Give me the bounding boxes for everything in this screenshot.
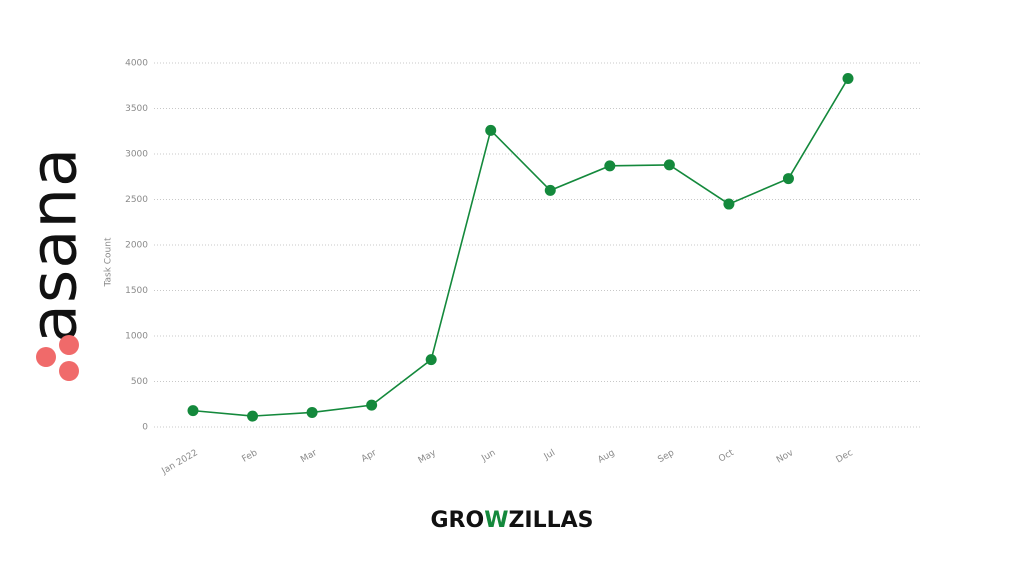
point	[187, 405, 199, 417]
point	[842, 72, 854, 84]
y-tick-label: 0	[142, 423, 148, 433]
x-tick-label: Sep	[656, 448, 676, 465]
point	[425, 354, 437, 366]
y-axis-label: Task Count	[104, 237, 114, 287]
x-tick-label: Aug	[596, 448, 616, 465]
y-tick-label: 1000	[125, 332, 148, 342]
point	[544, 184, 556, 196]
y-tick-label: 3500	[125, 104, 148, 114]
logo-dot	[59, 361, 79, 381]
y-tick-label: 500	[131, 377, 148, 387]
y-tick-label: 4000	[125, 59, 148, 69]
y-tick-label: 3000	[125, 150, 148, 160]
logo-dot	[36, 347, 56, 367]
brand: GROWZILLAS	[430, 508, 593, 533]
point	[604, 160, 616, 172]
point	[366, 399, 378, 411]
line	[192, 78, 849, 417]
logo-dot	[59, 335, 79, 355]
x-tick-label: Feb	[240, 448, 259, 465]
point	[306, 406, 318, 418]
x-tick-label: Dec	[835, 448, 855, 465]
x-tick-label: Oct	[717, 448, 736, 465]
y-tick-label: 2000	[125, 241, 148, 251]
brand-part: ZILLAS	[508, 508, 593, 533]
y-tick-label: 2500	[125, 195, 148, 205]
point	[485, 124, 497, 136]
x-tick-label: Jul	[542, 448, 557, 463]
x-tick-label: Jun	[479, 448, 497, 464]
x-tick-label: May	[417, 448, 439, 466]
brand-part: W	[484, 508, 508, 533]
x-tick-label: Mar	[299, 448, 319, 465]
brand-part: GRO	[430, 508, 484, 533]
logo-text: asana	[18, 147, 92, 344]
point	[723, 198, 735, 210]
point	[663, 159, 675, 171]
point	[782, 173, 794, 185]
point	[247, 410, 259, 422]
y-tick-label: 1500	[125, 286, 148, 296]
x-tick-label: Jan 2022	[160, 448, 200, 477]
x-tick-label: Apr	[360, 448, 379, 465]
x-tick-label: Nov	[775, 448, 796, 466]
